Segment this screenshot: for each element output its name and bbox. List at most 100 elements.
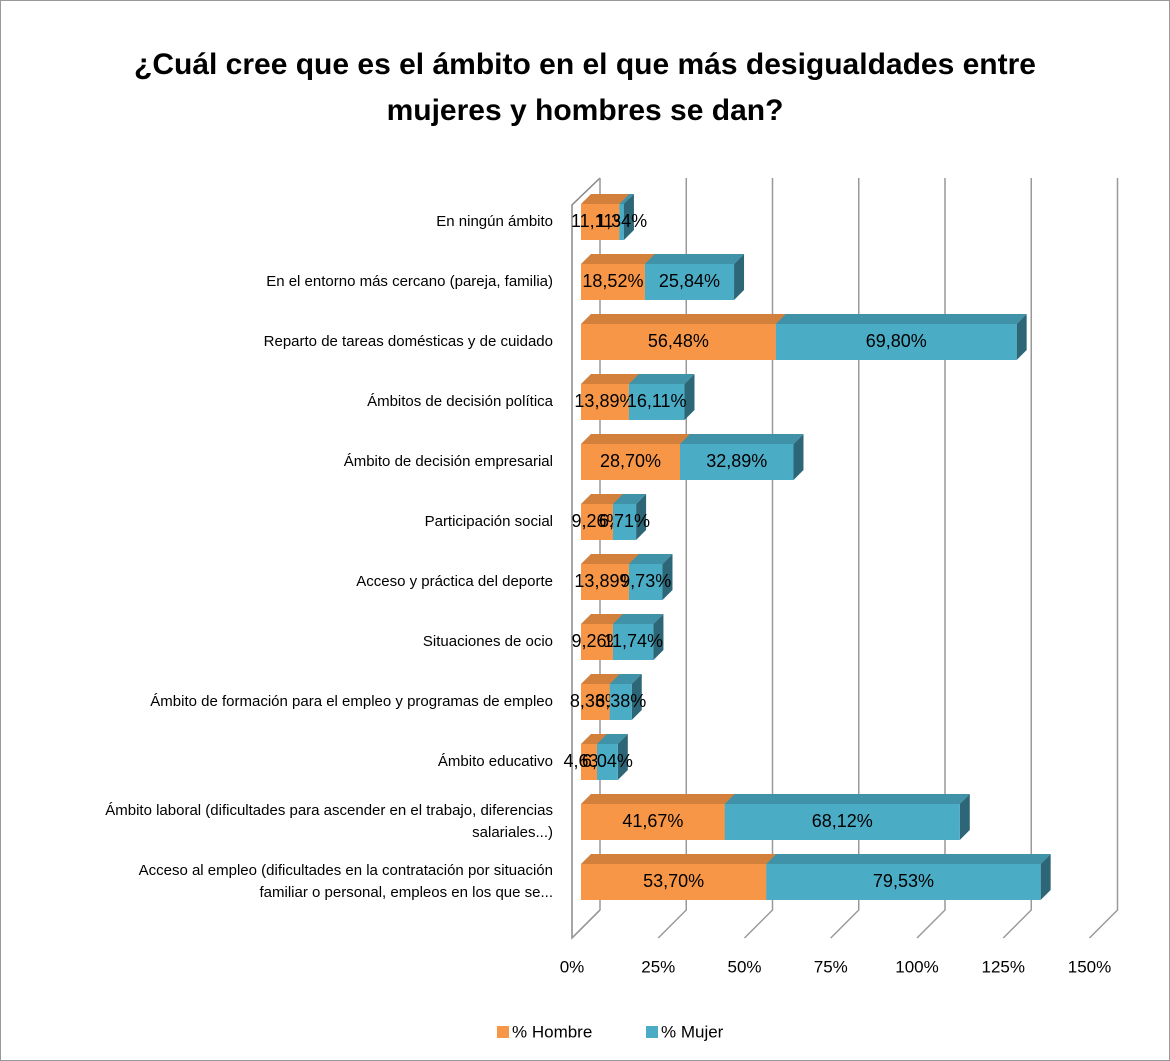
category-label: Ámbito laboral (dificultades para ascend…: [105, 802, 553, 841]
x-tick-label: 75%: [814, 957, 848, 976]
bar-side: [623, 194, 634, 240]
category-label: Ámbito de formación para el empleo y pro…: [150, 693, 553, 710]
value-label: 11,74%: [603, 631, 663, 651]
value-label: 79,53%: [873, 871, 934, 891]
bar: [581, 684, 610, 720]
legend-label: % Hombre: [512, 1022, 592, 1041]
category-label: Reparto de tareas domésticas y de cuidad…: [263, 333, 553, 350]
bar-side: [636, 494, 647, 540]
bar: [581, 624, 613, 660]
bar-top: [612, 614, 664, 624]
bar: [581, 204, 620, 240]
bar-side: [734, 254, 745, 300]
value-label: 28,70%: [600, 451, 661, 471]
category-label: En el entorno más cercano (pareja, famil…: [266, 273, 553, 290]
value-label: 41,67%: [622, 811, 683, 831]
value-label: 69,80%: [866, 331, 927, 351]
bar-top: [766, 854, 1051, 864]
x-tick-label: 125%: [982, 957, 1025, 976]
bar-top: [596, 734, 628, 744]
bar-top: [581, 254, 655, 264]
bar: [609, 684, 632, 720]
x-tick-label: 150%: [1068, 957, 1111, 976]
bar: [581, 744, 597, 780]
category-label: Participación social: [424, 513, 553, 530]
bar-top: [612, 494, 647, 504]
bar-side: [1016, 314, 1027, 360]
bar-side: [1040, 854, 1051, 900]
bar-top: [581, 494, 623, 504]
bar-top: [581, 314, 786, 324]
bar-top: [619, 194, 634, 204]
bar-top: [581, 194, 630, 204]
category-label: Acceso al empleo (dificultades en la con…: [138, 862, 553, 901]
grid-line: [1002, 178, 1032, 939]
bar: [581, 384, 629, 420]
value-label: 6,71%: [599, 511, 650, 531]
bar-top: [581, 854, 777, 864]
bar-top: [628, 374, 695, 384]
value-label: 6,38%: [595, 691, 646, 711]
value-label: 56,48%: [648, 331, 709, 351]
value-label: 8,33%: [570, 691, 621, 711]
category-label: En ningún ámbito: [436, 213, 553, 230]
value-label: 68,12%: [812, 811, 873, 831]
grid-line: [916, 178, 946, 939]
bar: [581, 564, 629, 600]
bar-top: [644, 254, 745, 264]
grid-line: [657, 178, 687, 939]
bar: [581, 864, 767, 900]
value-label: 11,11%: [571, 211, 629, 231]
x-tick-label: 0%: [560, 957, 585, 976]
bar: [581, 324, 776, 360]
bar-top: [680, 434, 804, 444]
bar-side: [617, 734, 628, 780]
bar-side: [631, 674, 642, 720]
bar: [612, 504, 637, 540]
category-label: Ámbitos de decisión política: [367, 393, 553, 410]
legend-label: % Mujer: [661, 1022, 724, 1041]
x-tick-label: 50%: [727, 957, 761, 976]
bar: [644, 264, 735, 300]
bar: [766, 864, 1041, 900]
x-tick-label: 100%: [895, 957, 938, 976]
value-label: 25,84%: [659, 271, 720, 291]
bar-top: [581, 374, 639, 384]
grid-line: [571, 178, 601, 939]
value-label: 13,89%: [574, 391, 635, 411]
value-label: 6,04%: [582, 751, 633, 771]
value-label: 13,89%: [574, 571, 635, 591]
value-label: 9,26%: [571, 511, 622, 531]
value-label: 18,52%: [582, 271, 643, 291]
bar-side: [684, 374, 695, 420]
bar-side: [662, 554, 673, 600]
bar: [581, 264, 645, 300]
bar-top: [628, 554, 673, 564]
bar: [724, 804, 960, 840]
value-label: 9,73%: [620, 571, 671, 591]
bar: [628, 384, 685, 420]
bar-side: [793, 434, 804, 480]
bar: [581, 504, 613, 540]
bar: [596, 744, 618, 780]
chart-title: ¿Cuál cree que es el ámbito en el que má…: [134, 48, 1036, 127]
bar-top: [581, 674, 620, 684]
bar-top: [775, 314, 1027, 324]
bar-top: [581, 734, 607, 744]
bar-side: [653, 614, 664, 660]
bar: [775, 324, 1017, 360]
bar-side: [959, 794, 970, 840]
category-label: Acceso y práctica del deporte: [356, 573, 553, 590]
category-label: Ámbito educativo: [437, 753, 553, 770]
legend-swatch: [497, 1026, 509, 1038]
bar: [612, 624, 654, 660]
bar: [581, 444, 681, 480]
bar: [619, 204, 624, 240]
grid-line: [1088, 178, 1119, 939]
bar-top: [581, 794, 735, 804]
value-label: 53,70%: [643, 871, 704, 891]
value-label: 1,34%: [596, 211, 647, 231]
bar-top: [581, 554, 639, 564]
bar-top: [581, 614, 623, 624]
